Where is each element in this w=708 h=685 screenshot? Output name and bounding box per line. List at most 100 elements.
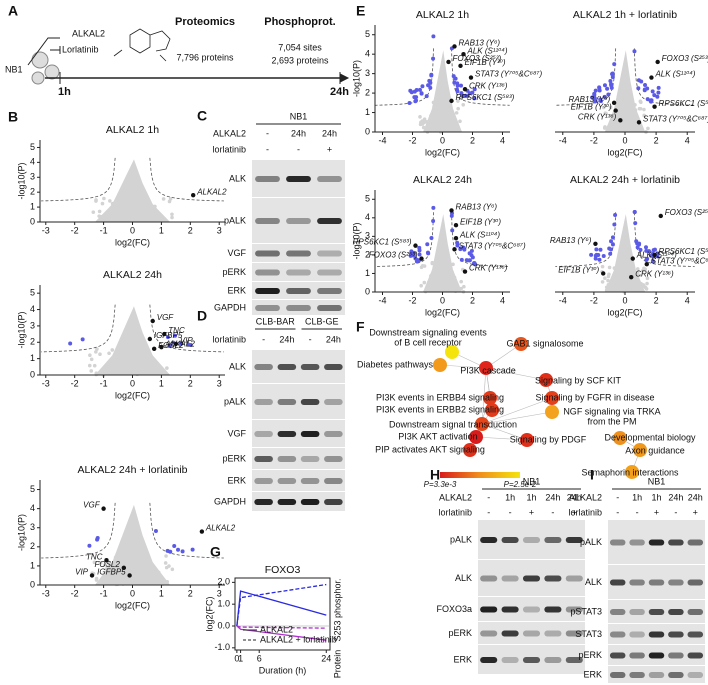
blot-band [480,630,498,637]
panel-letter: G [210,544,221,560]
significant-dot [165,335,170,340]
x-tick-label: -1 [100,225,108,235]
labeled-point [449,208,454,213]
background-dot [107,365,111,370]
y-tick-label: -1.0 [214,642,230,652]
series-line [236,590,327,627]
threshold-curve [149,502,224,559]
blot-band [254,478,273,484]
blot-band [501,657,519,663]
background-dot [104,567,109,571]
blot-band [254,456,273,462]
significant-dot [429,73,434,78]
node-label: Semaphorin interactions [581,467,679,477]
lane-label: + [327,144,332,154]
blot-band [480,606,498,613]
background-dot [152,204,156,209]
blot-band [629,609,645,615]
blot-band [277,456,297,462]
blot-band [277,478,297,484]
network-node [483,391,497,405]
background-dot [462,284,466,289]
blot-band [609,652,626,659]
network-node [445,345,459,359]
background-dot [603,111,608,116]
background-dot [639,281,643,286]
blot-band [668,539,684,546]
labeled-point [629,274,634,280]
x-tick-label: 0 [130,588,135,598]
blot-band [480,537,498,543]
y-tick-label: 5 [30,484,35,494]
blot-band [687,652,704,659]
lane-label: - [297,144,300,154]
blot-band [255,305,280,311]
labeled-point [89,573,95,578]
time-label: 1h [58,86,71,98]
treatment-row-label: ALKAL2 [569,492,602,502]
significant-dot [472,96,477,101]
lane-label: 24h [279,334,294,344]
background-dot [111,360,116,365]
x-tick-label: 2 [188,588,193,598]
background-dot [633,286,638,291]
background-dot [92,363,97,368]
background-dot [618,102,622,107]
y-tick-label: 3 [365,231,370,241]
threshold-curve [555,212,617,267]
significant-dot [431,34,436,39]
labeled-point [446,59,451,65]
labeled-point [449,98,454,104]
blot-band [324,499,343,505]
y-tick-label: 1.0 [217,599,230,609]
x-axis-label: log2(FC) [425,307,460,317]
network-node [545,405,559,419]
significant-dot [644,248,649,253]
node-label: PI3K cascade [460,365,516,375]
background-dot [95,347,99,351]
significant-dot [608,251,613,256]
y-tick-label: 0 [365,126,370,136]
node-label: PI3K events in ERBB2 signaling [376,404,504,414]
background-dot [419,283,423,288]
blot-band [629,579,645,586]
node-label: PI3K AKT activation [398,431,477,441]
network-node [479,361,493,375]
x-tick-label: -4 [378,295,386,305]
significant-dot [455,243,460,248]
background-dot [87,363,92,368]
labeled-point [162,331,167,337]
significant-dot [431,56,436,61]
plot-title: ALKAL2 24h [413,174,472,186]
significant-dot [87,543,92,548]
x-axis-label: log2(FC) [115,237,150,247]
background-dot [448,108,453,112]
blot-band [687,579,704,586]
labeled-point [461,51,466,57]
background-dot [170,212,174,217]
x-tick-label: 4 [500,135,505,145]
significant-dot [610,75,615,80]
y-axis-label: -log10(P) [351,222,361,259]
background-cloud [94,159,171,222]
y-tick-label: 1 [365,107,370,117]
blot-band [544,537,562,543]
treatment-row-label: lorlatinib [212,144,246,154]
y-tick-label: 5 [30,288,35,298]
significant-dot [167,343,172,348]
network-edge [485,343,522,369]
background-dot [89,369,94,373]
background-dot [126,566,131,570]
blot-band [300,399,320,405]
background-dot [170,567,175,572]
labeled-point [453,236,459,241]
band-label: ERK [227,475,246,485]
background-dot [643,267,648,272]
blot-band [254,499,273,505]
treatment-row-label: lorlatinib [568,507,602,517]
x-tick-label: 2 [470,135,475,145]
point-label: FOSL2 [158,341,184,350]
band-label: ALK [229,173,246,183]
node-label: GAB1 signalosome [506,338,583,348]
